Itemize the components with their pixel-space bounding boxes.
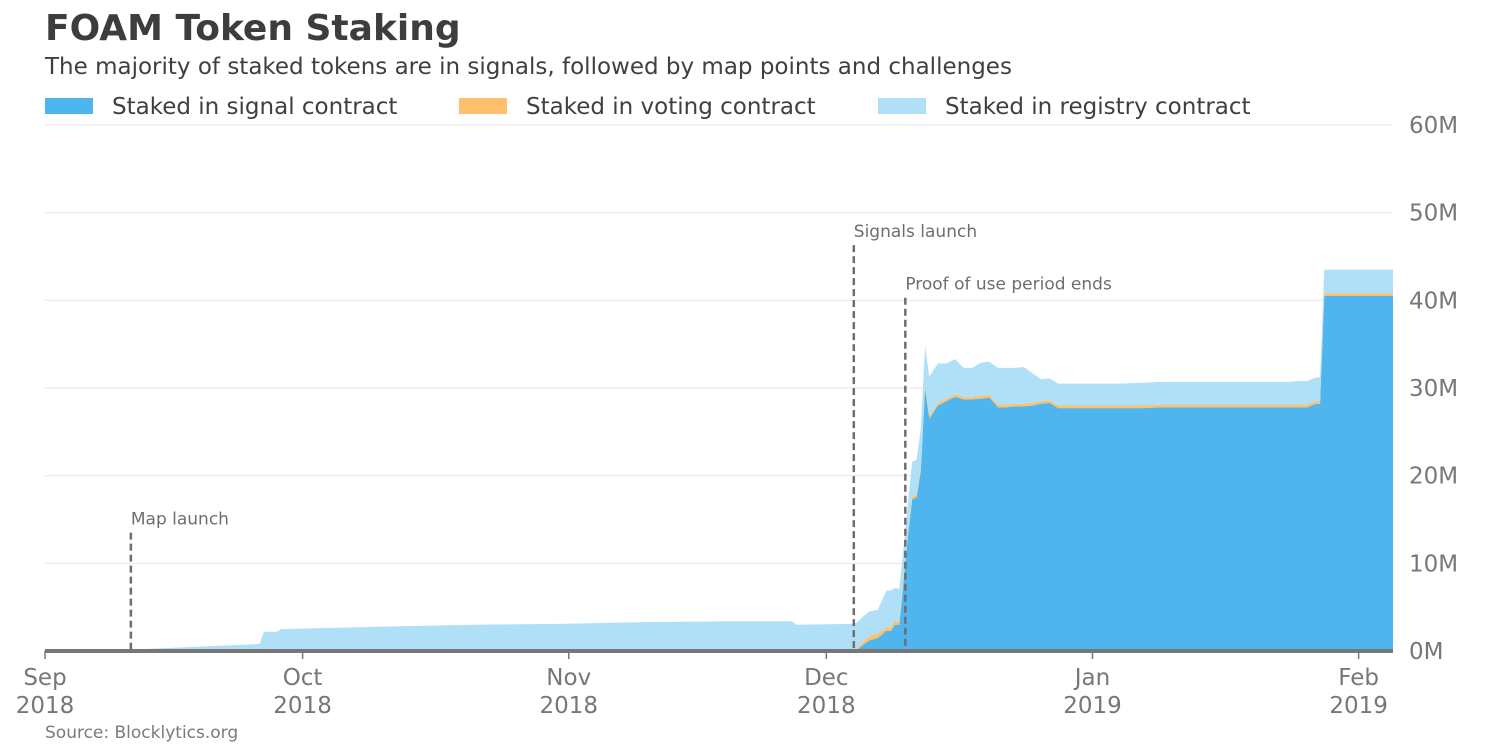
x-tick-label-month: Oct	[283, 665, 323, 691]
y-tick-label: 20M	[1409, 464, 1458, 490]
x-tick-label-month: Jan	[1073, 665, 1110, 691]
y-tick-label: 40M	[1409, 288, 1458, 314]
y-tick-label: 60M	[1409, 113, 1458, 139]
source-note: Source: Blocklytics.org	[45, 723, 239, 743]
x-tick-label-month: Feb	[1338, 665, 1379, 691]
chart-title: FOAM Token Staking	[45, 8, 461, 49]
legend-label-registry: Staked in registry contract	[945, 94, 1251, 120]
legend-label-signal: Staked in signal contract	[112, 94, 398, 120]
legend-swatch-registry	[878, 98, 926, 114]
y-tick-label: 0M	[1409, 639, 1443, 665]
x-tick-label-year: 2019	[1329, 693, 1388, 719]
annotation-label-1: Signals launch	[854, 222, 977, 242]
x-tick-label-month: Nov	[546, 665, 591, 691]
chart-subtitle: The majority of staked tokens are in sig…	[45, 54, 1012, 80]
y-tick-label: 50M	[1409, 201, 1458, 227]
x-tick-label-year: 2018	[16, 693, 75, 719]
x-tick-label-year: 2018	[273, 693, 332, 719]
legend-swatch-signal	[45, 98, 93, 114]
y-tick-label: 10M	[1409, 551, 1458, 577]
x-tick-label-year: 2019	[1063, 693, 1122, 719]
y-tick-label: 30M	[1409, 376, 1458, 402]
legend-label-voting: Staked in voting contract	[526, 94, 816, 120]
annotation-label-0: Map launch	[131, 510, 229, 530]
series-area-staked-in-signal-contract	[45, 295, 1393, 651]
legend-swatch-voting	[459, 98, 507, 114]
x-tick-label-year: 2018	[797, 693, 856, 719]
annotation-label-2: Proof of use period ends	[905, 275, 1112, 295]
x-tick-label-month: Dec	[804, 665, 849, 691]
x-tick-label-year: 2018	[539, 693, 598, 719]
x-tick-label-month: Sep	[23, 665, 66, 691]
